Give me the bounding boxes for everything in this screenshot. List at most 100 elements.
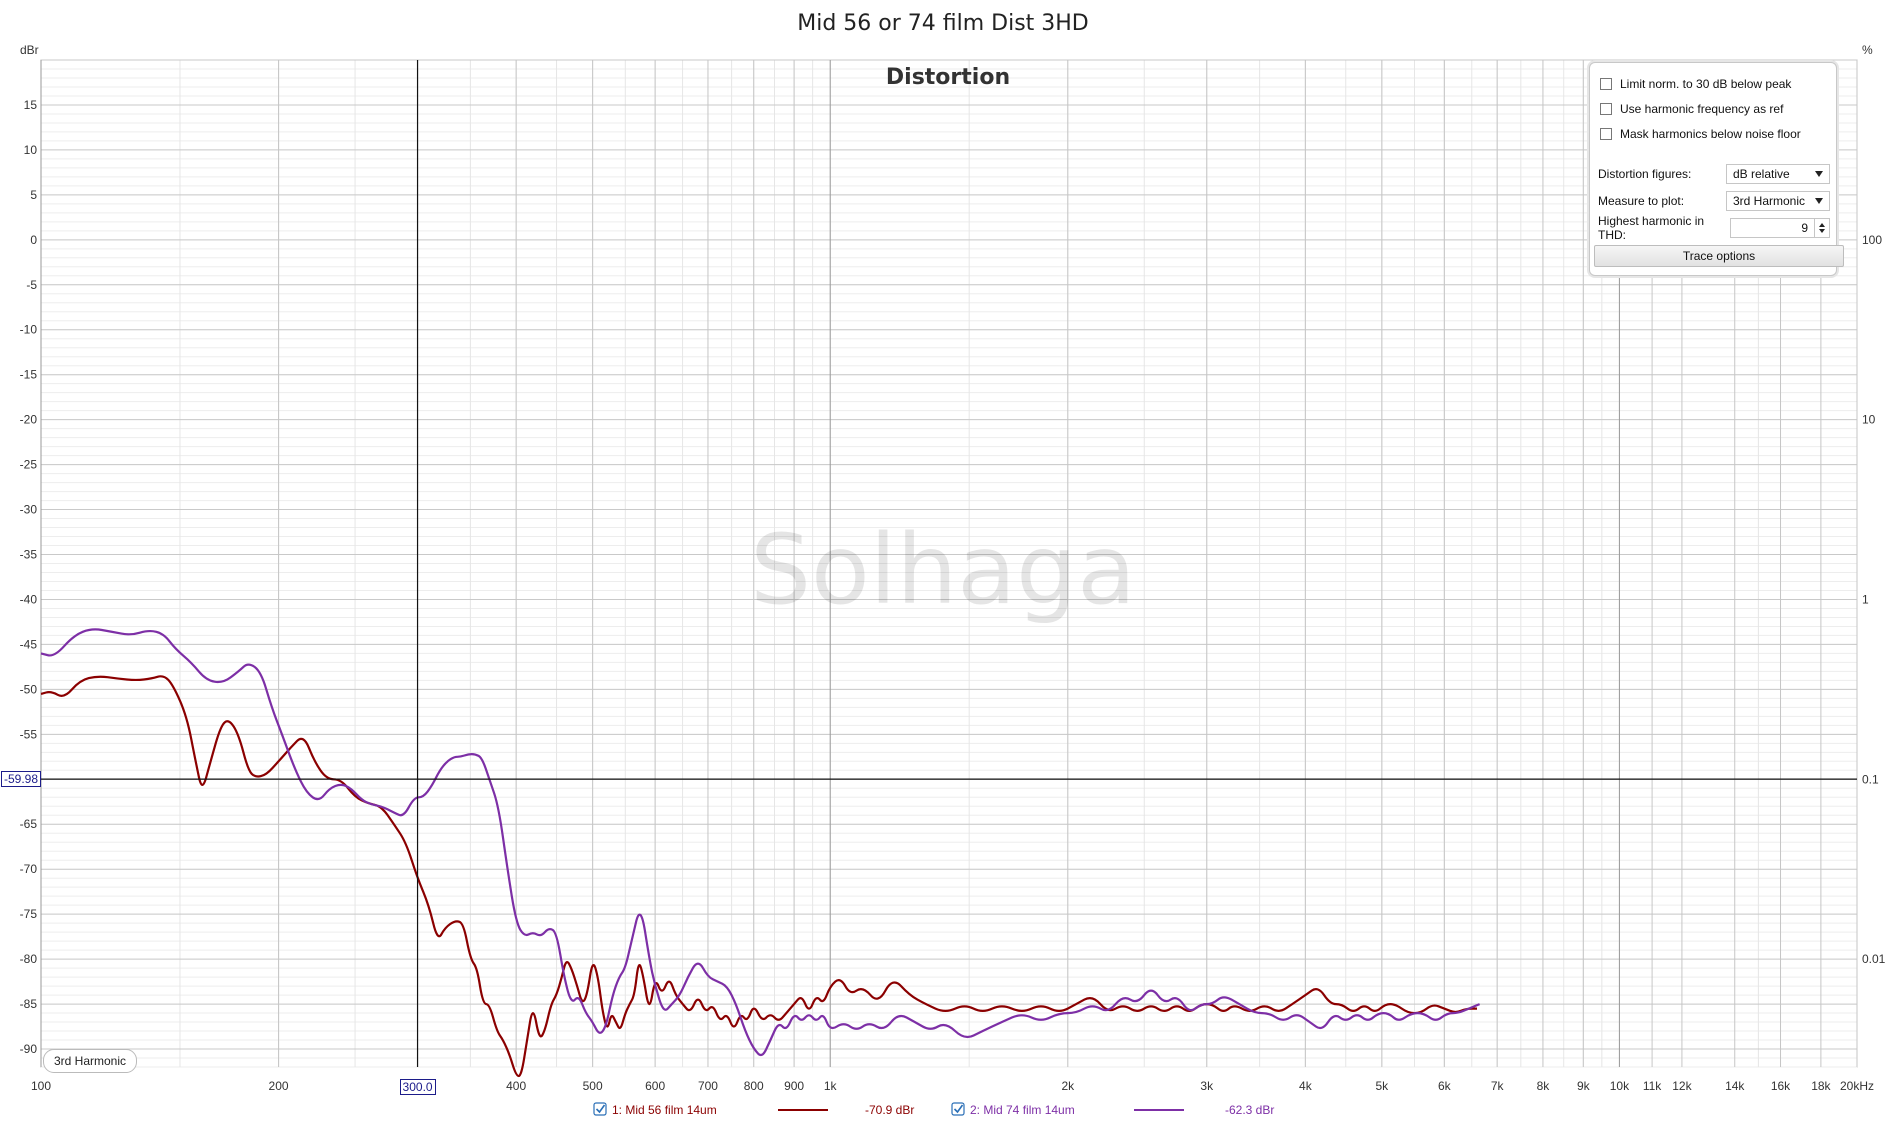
y-tick-label: -85 [20, 997, 38, 1011]
legend-label-1: 1: Mid 56 film 14um [612, 1103, 717, 1117]
spin-up-icon[interactable] [1819, 223, 1825, 227]
major-grid [40, 59, 1858, 1067]
plot-title: Distortion [886, 65, 1010, 90]
limit-norm-checkbox[interactable] [1600, 78, 1612, 90]
x-tick-label: 3k [1200, 1079, 1214, 1093]
y-tick-label: -75 [20, 907, 38, 921]
trace-options-button[interactable]: Trace options [1594, 245, 1844, 267]
y-tick-label: 5 [30, 188, 37, 202]
x-tick-label: 500 [583, 1079, 603, 1093]
y-tick-label: -90 [20, 1042, 38, 1056]
y2-axis-ticks: 100 10 1 0.1 0.01 [1862, 233, 1886, 966]
x-tick-label: 9k [1577, 1079, 1591, 1093]
harmonic-freq-checkbox-row[interactable]: Use harmonic frequency as ref [1600, 100, 1783, 118]
highest-harmonic-value[interactable]: 9 [1801, 221, 1808, 235]
spin-down-icon[interactable] [1819, 229, 1825, 233]
highest-harmonic-row: Highest harmonic in THD: 9 [1598, 214, 1830, 242]
trace-options-label: Trace options [1682, 249, 1756, 263]
x-tick-label: 16k [1771, 1079, 1791, 1093]
x-tick-label: 18k [1811, 1079, 1831, 1093]
y2-tick-label: 10 [1862, 413, 1876, 427]
distortion-figures-row: Distortion figures: dB relative [1598, 163, 1830, 185]
y-axis-ticks: 15 10 5 0 -5 -10 -15 -20 -25 -30 -35 -40 -45 -50 -55 -6… [20, 98, 38, 1056]
y-tick-label: -15 [20, 368, 38, 382]
x-tick-label: 8k [1537, 1079, 1551, 1093]
y-tick-label: -35 [20, 548, 38, 562]
series-line-1 [40, 675, 1477, 1078]
measure-to-plot-value: 3rd Harmonic [1733, 194, 1806, 208]
y-tick-label: -25 [20, 458, 38, 472]
x-tick-label: 200 [269, 1079, 289, 1093]
y2-tick-label: 0.1 [1862, 772, 1879, 786]
measure-to-plot-dropdown[interactable]: 3rd Harmonic [1726, 191, 1830, 211]
distortion-figures-dropdown[interactable]: dB relative [1726, 164, 1830, 184]
highest-harmonic-spinner[interactable]: 9 [1729, 218, 1830, 238]
x-tick-label: 11k [1643, 1079, 1662, 1093]
highest-harmonic-label: Highest harmonic in THD: [1598, 214, 1705, 242]
chevron-down-icon [1815, 171, 1823, 177]
y-tick-label: -10 [20, 323, 38, 337]
y-tick-label: -30 [20, 503, 38, 517]
y-tick-label: -55 [20, 727, 38, 741]
series-line-2 [40, 628, 1481, 1057]
y-tick-label: -70 [20, 862, 38, 876]
right-unit-label: % [1862, 43, 1873, 57]
harmonic-freq-checkbox[interactable] [1600, 103, 1612, 115]
limit-norm-checkbox-row[interactable]: Limit norm. to 30 dB below peak [1600, 75, 1791, 93]
mask-harmonics-checkbox-row[interactable]: Mask harmonics below noise floor [1600, 125, 1801, 143]
x-tick-label: 1k [824, 1079, 838, 1093]
measure-badge: 3rd Harmonic [43, 1049, 138, 1073]
x-tick-label: 100 [31, 1079, 51, 1093]
y-tick-label: -80 [20, 952, 38, 966]
y-tick-label: -40 [20, 592, 38, 606]
x-axis-ticks: 100 200 400 500 600 700 800 900 1k 2k 3k 4k 5k 6k 7k 8k… [31, 1079, 1874, 1093]
y-tick-label: -45 [20, 637, 38, 651]
cursor-x-label[interactable]: 300.0 [399, 1079, 436, 1095]
x-tick-label: 800 [744, 1079, 764, 1093]
mask-harmonics-label: Mask harmonics below noise floor [1620, 127, 1801, 141]
y-tick-label: -20 [20, 413, 38, 427]
check-icon [595, 1104, 606, 1114]
check-icon [953, 1104, 964, 1114]
x-tick-label: 900 [784, 1079, 804, 1093]
legend-value-2: -62.3 dBr [1225, 1103, 1274, 1117]
distortion-figures-value: dB relative [1733, 167, 1790, 181]
cursor-lines[interactable] [41, 60, 1857, 1067]
watermark: Solhaga [750, 514, 1136, 626]
x-tick-label: 2k [1061, 1079, 1075, 1093]
x-tick-label: 7k [1491, 1079, 1505, 1093]
x-tick-label: 700 [698, 1079, 718, 1093]
x-tick-label: 12k [1672, 1079, 1692, 1093]
cursor-y-label[interactable]: -59.98 [1, 771, 42, 788]
distortion-options-panel: Limit norm. to 30 dB below peak Use harm… [1589, 62, 1844, 276]
x-tick-label: 10k [1610, 1079, 1630, 1093]
series-group [40, 628, 1481, 1078]
chevron-down-icon [1815, 198, 1823, 204]
x-tick-label: 4k [1299, 1079, 1313, 1093]
x-tick-label: 14k [1725, 1079, 1745, 1093]
x-tick-label: 6k [1438, 1079, 1452, 1093]
y2-tick-label: 100 [1862, 233, 1882, 247]
y-tick-label: 10 [24, 143, 38, 157]
spinner-buttons[interactable] [1814, 219, 1829, 237]
y-tick-label: 15 [24, 98, 38, 112]
x-tick-label: 5k [1376, 1079, 1390, 1093]
legend-label-2: 2: Mid 74 film 14um [970, 1103, 1075, 1117]
harmonic-freq-label: Use harmonic frequency as ref [1620, 102, 1784, 116]
x-tick-label: 400 [506, 1079, 526, 1093]
y2-tick-label: 0.01 [1862, 952, 1886, 966]
left-unit-label: dBr [20, 43, 39, 57]
legend-value-1: -70.9 dBr [865, 1103, 914, 1117]
y-tick-label: -5 [26, 278, 37, 292]
y-tick-label: 0 [30, 233, 37, 247]
chart-title: Mid 56 or 74 film Dist 3HD [797, 11, 1089, 36]
y-tick-label: -50 [20, 682, 38, 696]
y-tick-label: -65 [20, 817, 38, 831]
legend: 1: Mid 56 film 14um -70.9 dBr 2: Mid 74 fi… [593, 1102, 1274, 1117]
x-tick-label: 600 [645, 1079, 665, 1093]
mask-harmonics-checkbox[interactable] [1600, 128, 1612, 140]
x-tick-label: 20kHz [1840, 1079, 1874, 1093]
limit-norm-label: Limit norm. to 30 dB below peak [1620, 77, 1792, 91]
measure-badge-label: 3rd Harmonic [54, 1054, 127, 1068]
